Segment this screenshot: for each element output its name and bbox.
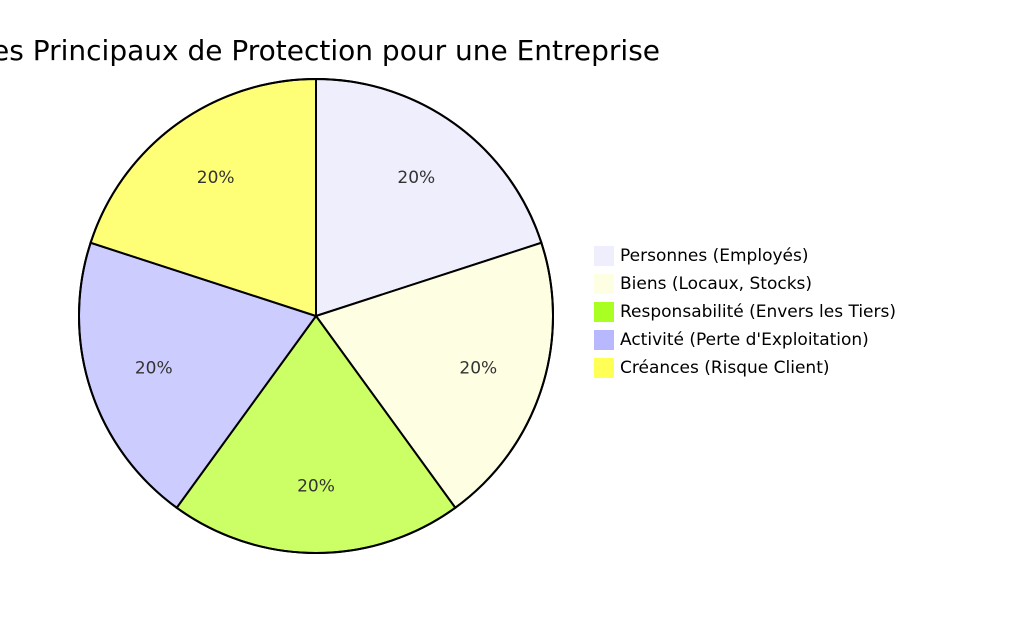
legend-label-1: Personnes (Employés) [620,246,808,266]
slice-value-label: 20% [297,477,335,497]
legend-swatch-4 [594,330,614,350]
chart-title: es Principaux de Protection pour une Ent… [0,34,660,67]
pie-outline [78,78,554,554]
pie-slices [78,77,554,554]
legend-label-4: Activité (Perte d'Exploitation) [620,330,869,350]
legend-label-2: Biens (Locaux, Stocks) [620,274,812,294]
slice-value-label: 20% [397,168,435,188]
slice-value-label: 20% [459,359,497,379]
legend-swatch-3 [594,302,614,322]
slice-value-label: 20% [135,359,173,379]
legend-swatch-2 [594,274,614,294]
slice-value-label: 20% [197,168,235,188]
legend-swatch-5 [594,358,614,378]
legend-swatch-1 [594,246,614,266]
legend: Personnes (Employés) Biens (Locaux, Stock… [594,246,896,378]
legend-label-3: Responsabilité (Envers les Tiers) [620,302,896,322]
pie-slice-labels: 20% 20% 20% 20% 20% [135,168,497,497]
legend-label-5: Créances (Risque Client) [620,358,830,378]
